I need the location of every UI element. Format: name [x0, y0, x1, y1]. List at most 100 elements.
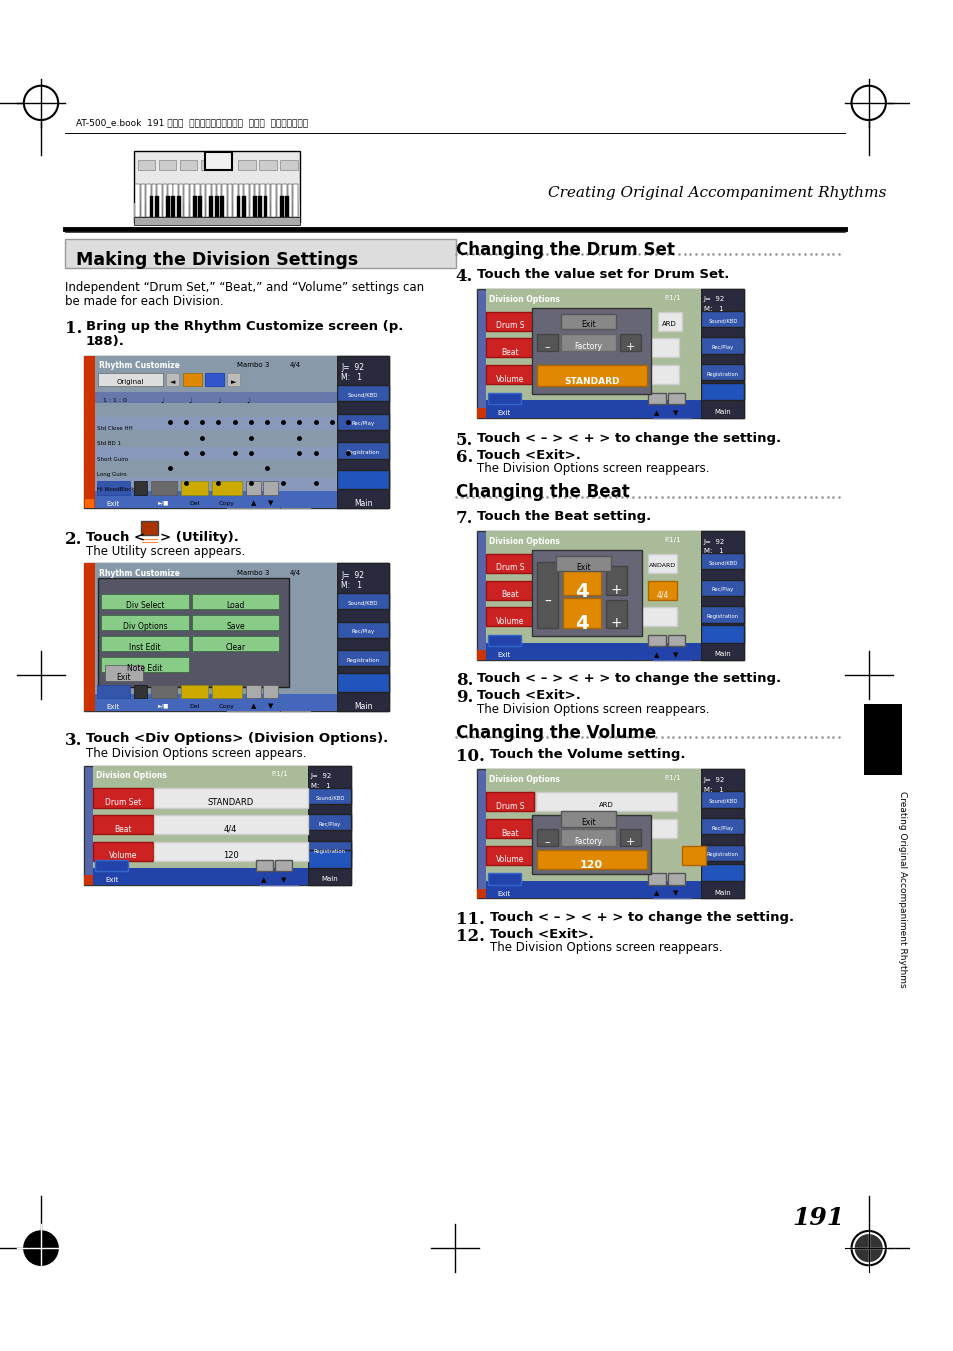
- Bar: [133, 685, 147, 698]
- Text: 4: 4: [575, 581, 588, 601]
- Bar: [214, 196, 218, 218]
- Text: ▲: ▲: [654, 653, 659, 658]
- Bar: [263, 481, 278, 494]
- Text: 6.: 6.: [456, 449, 473, 466]
- Text: Touch < – > < + > to change the setting.: Touch < – > < + > to change the setting.: [490, 911, 794, 924]
- Bar: [285, 196, 289, 218]
- Bar: [648, 554, 677, 573]
- Text: ♩: ♩: [246, 397, 249, 404]
- Bar: [280, 159, 297, 170]
- Bar: [84, 563, 389, 711]
- Text: Drum S: Drum S: [496, 802, 524, 811]
- Bar: [205, 153, 232, 170]
- Bar: [336, 355, 389, 508]
- Bar: [667, 873, 684, 885]
- Text: Save: Save: [226, 621, 245, 631]
- Bar: [700, 792, 743, 808]
- Text: M:   1: M: 1: [703, 786, 722, 793]
- Bar: [263, 196, 267, 218]
- Bar: [536, 819, 677, 838]
- Bar: [244, 184, 249, 218]
- Text: Touch <Exit>.: Touch <Exit>.: [490, 928, 594, 940]
- Bar: [700, 553, 743, 569]
- Bar: [336, 470, 389, 489]
- Bar: [198, 196, 202, 218]
- Bar: [700, 365, 743, 381]
- Bar: [700, 384, 743, 400]
- Text: 4/4: 4/4: [290, 362, 301, 369]
- Text: Changing the Volume: Changing the Volume: [456, 724, 656, 742]
- Bar: [93, 766, 308, 870]
- Text: Making the Division Settings: Making the Division Settings: [76, 251, 358, 269]
- Bar: [220, 196, 224, 218]
- Text: Division Options: Division Options: [96, 771, 167, 781]
- Bar: [648, 873, 665, 885]
- Bar: [141, 184, 145, 218]
- Text: 188).: 188).: [86, 335, 125, 347]
- Text: Touch < – > < + > to change the setting.: Touch < – > < + > to change the setting.: [476, 432, 781, 444]
- Bar: [258, 196, 262, 218]
- Text: ARD: ARD: [661, 322, 676, 327]
- Text: Division Options: Division Options: [489, 295, 559, 304]
- Bar: [486, 846, 534, 865]
- Text: Rec/Play: Rec/Play: [318, 821, 341, 827]
- Text: The Utility screen appears.: The Utility screen appears.: [86, 546, 245, 558]
- Text: Main: Main: [714, 651, 730, 657]
- Text: Mambo 3: Mambo 3: [236, 362, 269, 369]
- Bar: [276, 184, 281, 218]
- Bar: [308, 851, 351, 867]
- Bar: [536, 338, 679, 358]
- Bar: [562, 597, 600, 628]
- Text: Exit: Exit: [497, 890, 511, 897]
- Text: Sound/KBD: Sound/KBD: [707, 561, 737, 566]
- Bar: [98, 578, 289, 688]
- Text: Beat: Beat: [501, 590, 518, 598]
- Bar: [227, 493, 279, 508]
- Bar: [192, 594, 279, 609]
- Bar: [151, 685, 177, 698]
- Circle shape: [855, 1235, 882, 1262]
- Bar: [192, 615, 279, 630]
- Text: Original: Original: [117, 380, 144, 385]
- Bar: [227, 696, 279, 711]
- Bar: [98, 373, 163, 386]
- Bar: [95, 478, 336, 490]
- Text: P.1/1: P.1/1: [663, 775, 679, 781]
- Bar: [476, 889, 486, 898]
- Text: J=  92: J= 92: [341, 363, 364, 373]
- Bar: [476, 770, 743, 898]
- Text: J=  92: J= 92: [703, 777, 724, 784]
- Bar: [308, 788, 351, 804]
- Bar: [476, 289, 743, 417]
- Bar: [486, 400, 700, 417]
- Bar: [138, 159, 155, 170]
- Bar: [150, 196, 153, 218]
- Bar: [151, 481, 177, 494]
- Text: ◄: ◄: [170, 380, 175, 385]
- Text: Copy: Copy: [219, 704, 234, 709]
- Bar: [168, 184, 172, 218]
- Text: The Division Options screen reappears.: The Division Options screen reappears.: [490, 942, 721, 954]
- Bar: [336, 593, 389, 609]
- Bar: [179, 184, 183, 218]
- Bar: [700, 311, 743, 327]
- Bar: [486, 554, 534, 573]
- Bar: [537, 365, 646, 386]
- Bar: [486, 770, 700, 884]
- Circle shape: [24, 1231, 58, 1266]
- Text: STANDARD: STANDARD: [208, 798, 253, 807]
- Bar: [653, 646, 691, 659]
- Text: ARD: ARD: [598, 802, 613, 808]
- Text: 2.: 2.: [65, 531, 82, 549]
- Text: Main: Main: [354, 499, 373, 508]
- Bar: [93, 867, 308, 885]
- Bar: [101, 615, 189, 630]
- Bar: [486, 289, 700, 403]
- Bar: [184, 184, 189, 218]
- Text: 3.: 3.: [65, 732, 82, 750]
- Bar: [486, 365, 534, 384]
- Bar: [488, 393, 520, 404]
- Text: > (Utility).: > (Utility).: [160, 531, 239, 544]
- Text: Touch <: Touch <: [86, 531, 145, 544]
- Bar: [205, 373, 224, 386]
